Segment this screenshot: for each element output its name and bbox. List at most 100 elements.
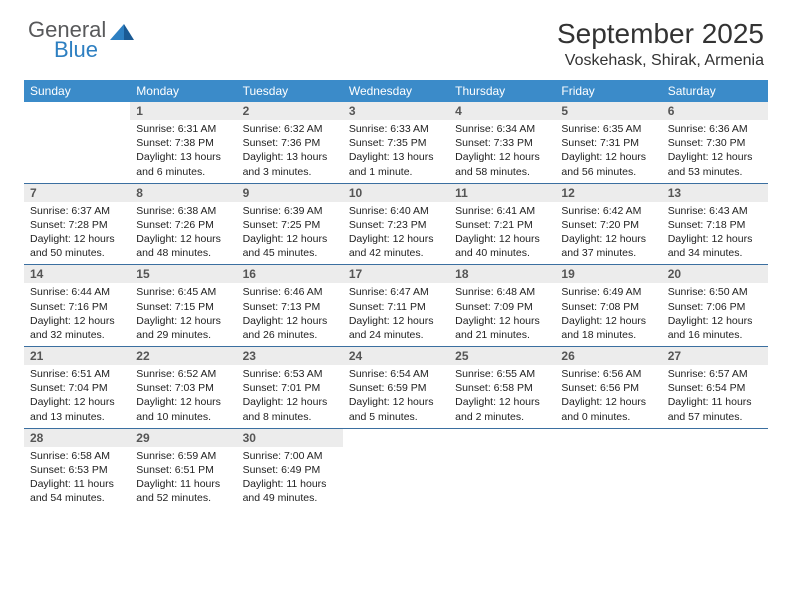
- day-number: 22: [130, 347, 236, 365]
- dow-thursday: Thursday: [449, 80, 555, 102]
- day-number: 17: [343, 265, 449, 283]
- daylight-text: Daylight: 12 hours and 50 minutes.: [30, 232, 124, 260]
- logo-triangle-icon: [110, 22, 136, 47]
- day-number: 10: [343, 184, 449, 202]
- day-body: Sunrise: 6:47 AMSunset: 7:11 PMDaylight:…: [343, 283, 449, 346]
- daylight-text: Daylight: 12 hours and 26 minutes.: [243, 314, 337, 342]
- day-number: 2: [237, 102, 343, 120]
- day-body: Sunrise: 6:49 AMSunset: 7:08 PMDaylight:…: [555, 283, 661, 346]
- day-number: 11: [449, 184, 555, 202]
- day-body: Sunrise: 6:51 AMSunset: 7:04 PMDaylight:…: [24, 365, 130, 428]
- day-body: Sunrise: 6:42 AMSunset: 7:20 PMDaylight:…: [555, 202, 661, 265]
- sunrise-text: Sunrise: 6:31 AM: [136, 122, 230, 136]
- sunrise-text: Sunrise: 6:45 AM: [136, 285, 230, 299]
- day-cell: 16Sunrise: 6:46 AMSunset: 7:13 PMDayligh…: [237, 265, 343, 346]
- day-body: Sunrise: 6:36 AMSunset: 7:30 PMDaylight:…: [662, 120, 768, 183]
- daylight-text: Daylight: 12 hours and 45 minutes.: [243, 232, 337, 260]
- week-row: 7Sunrise: 6:37 AMSunset: 7:28 PMDaylight…: [24, 184, 768, 266]
- daylight-text: Daylight: 12 hours and 56 minutes.: [561, 150, 655, 178]
- day-body: Sunrise: 6:39 AMSunset: 7:25 PMDaylight:…: [237, 202, 343, 265]
- dow-wednesday: Wednesday: [343, 80, 449, 102]
- sunset-text: Sunset: 7:13 PM: [243, 300, 337, 314]
- daylight-text: Daylight: 12 hours and 29 minutes.: [136, 314, 230, 342]
- day-cell: 22Sunrise: 6:52 AMSunset: 7:03 PMDayligh…: [130, 347, 236, 428]
- day-cell: 10Sunrise: 6:40 AMSunset: 7:23 PMDayligh…: [343, 184, 449, 265]
- sunrise-text: Sunrise: 6:51 AM: [30, 367, 124, 381]
- day-number: 12: [555, 184, 661, 202]
- dow-monday: Monday: [130, 80, 236, 102]
- week-row: 14Sunrise: 6:44 AMSunset: 7:16 PMDayligh…: [24, 265, 768, 347]
- day-number: 15: [130, 265, 236, 283]
- day-body: Sunrise: 6:53 AMSunset: 7:01 PMDaylight:…: [237, 365, 343, 428]
- sunset-text: Sunset: 6:58 PM: [455, 381, 549, 395]
- day-body: Sunrise: 6:34 AMSunset: 7:33 PMDaylight:…: [449, 120, 555, 183]
- day-cell: 29Sunrise: 6:59 AMSunset: 6:51 PMDayligh…: [130, 429, 236, 510]
- daylight-text: Daylight: 12 hours and 5 minutes.: [349, 395, 443, 423]
- dow-friday: Friday: [555, 80, 661, 102]
- sunset-text: Sunset: 7:28 PM: [30, 218, 124, 232]
- daylight-text: Daylight: 12 hours and 2 minutes.: [455, 395, 549, 423]
- day-number: 7: [24, 184, 130, 202]
- daylight-text: Daylight: 13 hours and 6 minutes.: [136, 150, 230, 178]
- day-cell: [662, 429, 768, 510]
- day-body: Sunrise: 6:52 AMSunset: 7:03 PMDaylight:…: [130, 365, 236, 428]
- dow-sunday: Sunday: [24, 80, 130, 102]
- day-body: Sunrise: 6:59 AMSunset: 6:51 PMDaylight:…: [130, 447, 236, 510]
- sunset-text: Sunset: 7:08 PM: [561, 300, 655, 314]
- daylight-text: Daylight: 12 hours and 34 minutes.: [668, 232, 762, 260]
- sunrise-text: Sunrise: 6:52 AM: [136, 367, 230, 381]
- week-row: 1Sunrise: 6:31 AMSunset: 7:38 PMDaylight…: [24, 102, 768, 184]
- day-cell: 25Sunrise: 6:55 AMSunset: 6:58 PMDayligh…: [449, 347, 555, 428]
- sunrise-text: Sunrise: 6:49 AM: [561, 285, 655, 299]
- day-number: 24: [343, 347, 449, 365]
- sunrise-text: Sunrise: 6:58 AM: [30, 449, 124, 463]
- day-body: Sunrise: 6:54 AMSunset: 6:59 PMDaylight:…: [343, 365, 449, 428]
- day-cell: 11 Sunrise: 6:41 AMSunset: 7:21 PMDayligh…: [449, 184, 555, 265]
- day-cell: 20Sunrise: 6:50 AMSunset: 7:06 PMDayligh…: [662, 265, 768, 346]
- day-number: 13: [662, 184, 768, 202]
- sunrise-text: Sunrise: 6:59 AM: [136, 449, 230, 463]
- sunrise-text: Sunrise: 6:54 AM: [349, 367, 443, 381]
- day-cell: 5Sunrise: 6:35 AMSunset: 7:31 PMDaylight…: [555, 102, 661, 183]
- daylight-text: Daylight: 12 hours and 0 minutes.: [561, 395, 655, 423]
- sunrise-text: Sunrise: 6:46 AM: [243, 285, 337, 299]
- sunrise-text: Sunrise: 6:50 AM: [668, 285, 762, 299]
- sunset-text: Sunset: 7:33 PM: [455, 136, 549, 150]
- daylight-text: Daylight: 12 hours and 18 minutes.: [561, 314, 655, 342]
- sunrise-text: Sunrise: 6:48 AM: [455, 285, 549, 299]
- daylight-text: Daylight: 11 hours and 49 minutes.: [243, 477, 337, 505]
- sunset-text: Sunset: 6:59 PM: [349, 381, 443, 395]
- day-number: 28: [24, 429, 130, 447]
- sunrise-text: Sunrise: 6:43 AM: [668, 204, 762, 218]
- sunset-text: Sunset: 6:51 PM: [136, 463, 230, 477]
- sunrise-text: Sunrise: 6:39 AM: [243, 204, 337, 218]
- day-of-week-row: Sunday Monday Tuesday Wednesday Thursday…: [24, 80, 768, 102]
- day-cell: 7Sunrise: 6:37 AMSunset: 7:28 PMDaylight…: [24, 184, 130, 265]
- day-cell: 24Sunrise: 6:54 AMSunset: 6:59 PMDayligh…: [343, 347, 449, 428]
- sunrise-text: Sunrise: 6:53 AM: [243, 367, 337, 381]
- day-number: 18: [449, 265, 555, 283]
- weeks-container: 1Sunrise: 6:31 AMSunset: 7:38 PMDaylight…: [24, 102, 768, 509]
- day-body: Sunrise: 6:56 AMSunset: 6:56 PMDaylight:…: [555, 365, 661, 428]
- daylight-text: Daylight: 12 hours and 40 minutes.: [455, 232, 549, 260]
- sunset-text: Sunset: 7:03 PM: [136, 381, 230, 395]
- sunset-text: Sunset: 7:15 PM: [136, 300, 230, 314]
- day-number: 6: [662, 102, 768, 120]
- day-number: 16: [237, 265, 343, 283]
- sunset-text: Sunset: 7:30 PM: [668, 136, 762, 150]
- sunset-text: Sunset: 7:09 PM: [455, 300, 549, 314]
- sunset-text: Sunset: 7:35 PM: [349, 136, 443, 150]
- sunrise-text: Sunrise: 6:44 AM: [30, 285, 124, 299]
- sunrise-text: Sunrise: 7:00 AM: [243, 449, 337, 463]
- day-body: Sunrise: 6:46 AMSunset: 7:13 PMDaylight:…: [237, 283, 343, 346]
- sunset-text: Sunset: 6:54 PM: [668, 381, 762, 395]
- daylight-text: Daylight: 13 hours and 1 minute.: [349, 150, 443, 178]
- day-body: Sunrise: 6:40 AMSunset: 7:23 PMDaylight:…: [343, 202, 449, 265]
- sunrise-text: Sunrise: 6:41 AM: [455, 204, 549, 218]
- day-cell: 30Sunrise: 7:00 AMSunset: 6:49 PMDayligh…: [237, 429, 343, 510]
- day-cell: [449, 429, 555, 510]
- sunset-text: Sunset: 7:21 PM: [455, 218, 549, 232]
- logo-text: General Blue: [28, 18, 106, 61]
- sunset-text: Sunset: 7:26 PM: [136, 218, 230, 232]
- week-row: 21Sunrise: 6:51 AMSunset: 7:04 PMDayligh…: [24, 347, 768, 429]
